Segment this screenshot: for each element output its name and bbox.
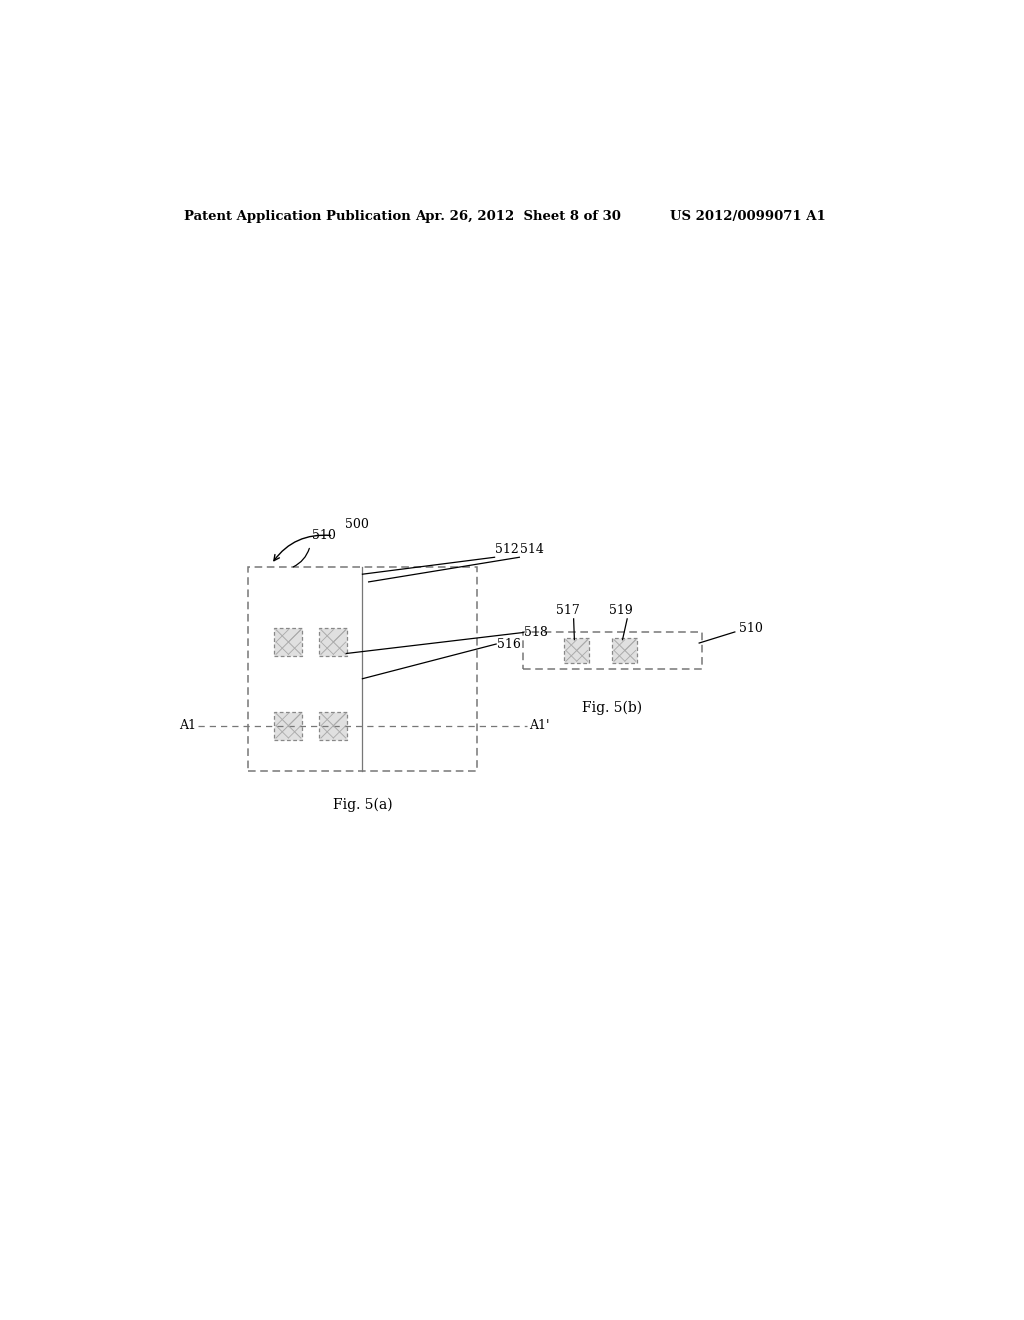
Text: 516: 516 (497, 638, 521, 651)
Text: Patent Application Publication: Patent Application Publication (183, 210, 411, 223)
Bar (564, 638, 589, 663)
Bar (274, 711, 302, 739)
Bar (274, 628, 302, 656)
Bar (319, 711, 347, 739)
Bar (319, 628, 347, 656)
Text: 518: 518 (524, 626, 548, 639)
Text: 517: 517 (556, 603, 580, 616)
Text: 512: 512 (496, 544, 519, 557)
Bar (523, 632, 701, 669)
Text: A1: A1 (179, 719, 197, 733)
Text: 514: 514 (520, 544, 544, 557)
Text: Fig. 5(b): Fig. 5(b) (583, 700, 642, 714)
Bar (248, 566, 477, 771)
Text: A1': A1' (529, 719, 550, 733)
Bar (612, 638, 637, 663)
Text: 519: 519 (609, 603, 633, 616)
Text: Apr. 26, 2012  Sheet 8 of 30: Apr. 26, 2012 Sheet 8 of 30 (415, 210, 621, 223)
Text: Fig. 5(a): Fig. 5(a) (333, 799, 392, 812)
Text: 500: 500 (345, 517, 369, 531)
Text: US 2012/0099071 A1: US 2012/0099071 A1 (671, 210, 826, 223)
Text: 510: 510 (738, 622, 763, 635)
Text: 510: 510 (312, 529, 336, 543)
